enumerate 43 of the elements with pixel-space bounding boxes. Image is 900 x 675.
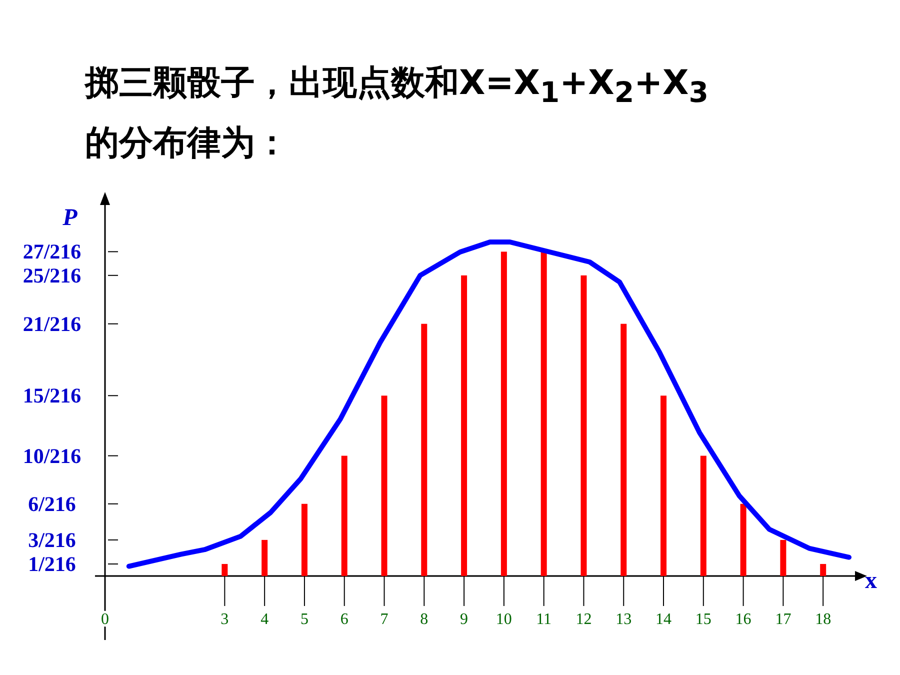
text: 25/216 <box>22 263 82 288</box>
bar <box>381 396 388 576</box>
text: 1/216 <box>28 552 76 576</box>
text: 10/216 <box>22 444 82 468</box>
text: 6/216 <box>28 492 76 516</box>
bar <box>461 275 468 576</box>
x-axis-title: x <box>865 568 877 594</box>
bar <box>700 456 706 576</box>
chart-title: 掷三颗骰子，出现点数和X=X$_{1}$+X$_{2}$+X$_{3}$的分布律为： <box>85 63 708 163</box>
bar <box>740 504 746 576</box>
x-tick-label: 7 <box>380 611 388 628</box>
text: 27/216 <box>22 240 82 264</box>
bar <box>620 324 627 576</box>
bar <box>421 324 428 576</box>
x-tick-label: 12 <box>576 611 592 628</box>
x-tick-label: 4 <box>260 611 269 628</box>
x-tick-label: 17 <box>775 611 792 628</box>
x-tick-label: 10 <box>496 611 512 628</box>
x-tick-label: 13 <box>616 611 632 628</box>
bar <box>660 396 667 576</box>
bar <box>500 252 507 576</box>
bar <box>262 540 268 576</box>
x-tick-label: 16 <box>735 611 752 628</box>
x-tick-label: 11 <box>536 611 552 628</box>
x-tick-label: 15 <box>695 611 712 628</box>
x-tick-label: 14 <box>656 611 672 628</box>
text: 15/216 <box>22 384 82 408</box>
bar <box>301 504 308 576</box>
bar <box>580 275 587 576</box>
bar <box>341 456 348 576</box>
x-tick-label: 5 <box>300 611 308 628</box>
text: 21/216 <box>22 312 82 336</box>
bar <box>540 252 547 576</box>
bar <box>222 564 228 576</box>
y-axis-title: P <box>62 205 78 231</box>
x-tick-label: 9 <box>460 611 468 628</box>
x-tick-label: 8 <box>420 611 428 628</box>
x-tick-label: 3 <box>220 611 229 628</box>
text: 3/216 <box>28 528 76 552</box>
x-tick-label: 6 <box>340 611 348 628</box>
bar <box>780 540 786 576</box>
bar <box>820 564 826 576</box>
x-tick-label: 18 <box>815 611 832 628</box>
